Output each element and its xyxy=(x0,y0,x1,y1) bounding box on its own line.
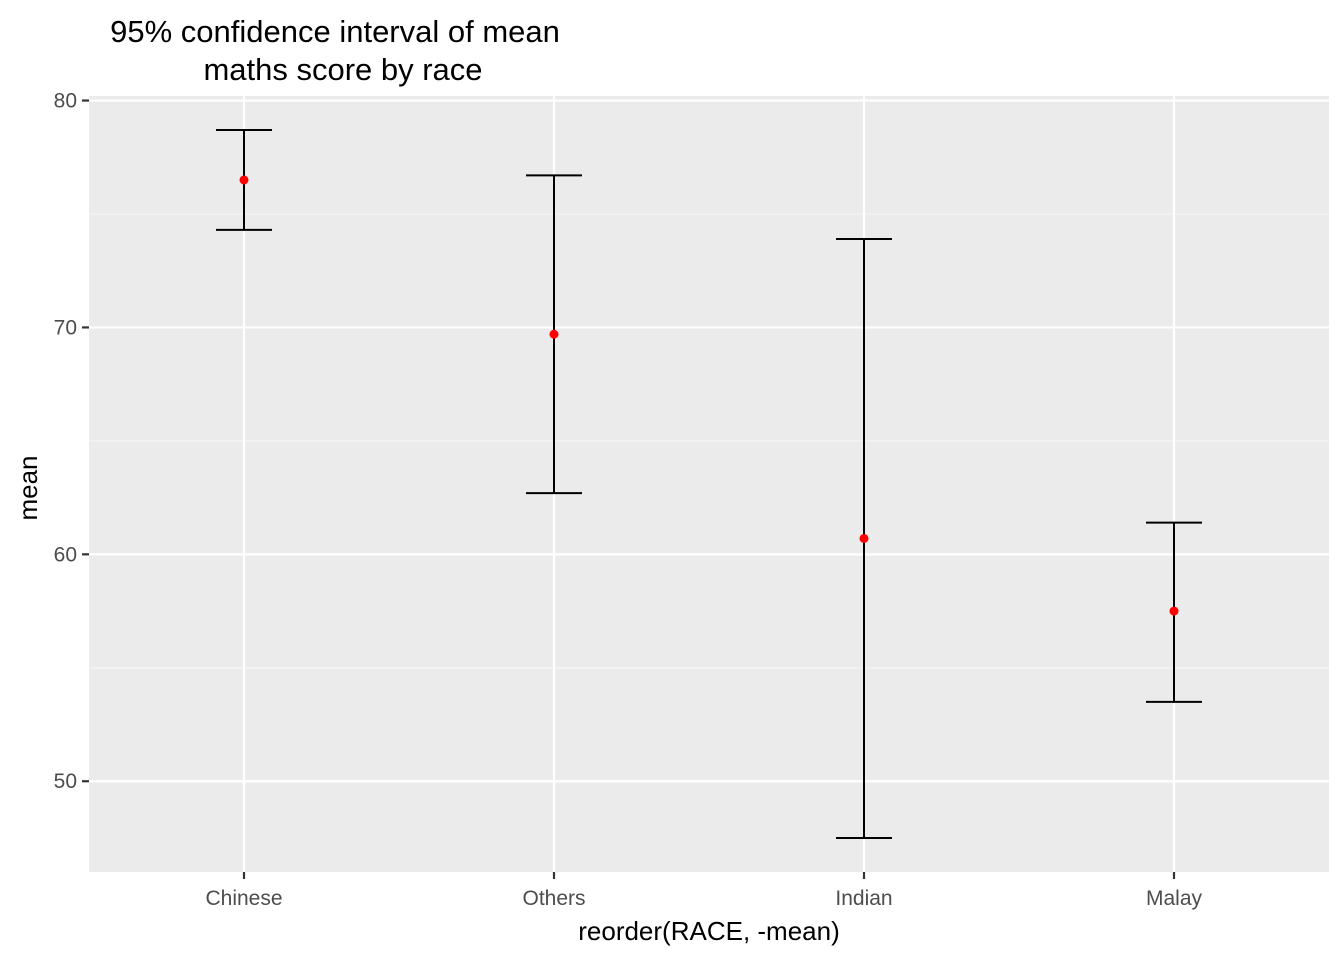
mean-points xyxy=(239,175,1179,616)
x-tick-label-malay: Malay xyxy=(1146,887,1203,910)
mean-point-others xyxy=(549,329,559,339)
minor-gridlines xyxy=(89,213,1329,669)
x-tick-label-indian: Indian xyxy=(835,887,892,910)
mean-point-indian xyxy=(859,533,869,543)
x-tick-label-chinese: Chinese xyxy=(205,887,282,910)
y-axis-title: mean xyxy=(13,455,43,520)
x-axis-title: reorder(RACE, -mean) xyxy=(578,916,840,946)
y-tick-label-70: 70 xyxy=(54,316,77,339)
plot-panel xyxy=(89,96,1329,872)
y-tick-label-80: 80 xyxy=(54,90,77,113)
chart-title-line-1: 95% confidence interval of mean xyxy=(110,14,560,49)
mean-point-malay xyxy=(1169,606,1179,616)
x-tick-label-others: Others xyxy=(522,887,585,910)
mean-point-chinese xyxy=(239,175,249,185)
y-tick-label-60: 60 xyxy=(54,543,77,566)
y-tick-label-50: 50 xyxy=(54,770,77,793)
y-axis: 50 60 70 80 xyxy=(54,90,89,793)
chart-title-line-2: maths score by race xyxy=(203,52,482,87)
x-axis: Chinese Others Indian Malay xyxy=(205,872,1203,910)
